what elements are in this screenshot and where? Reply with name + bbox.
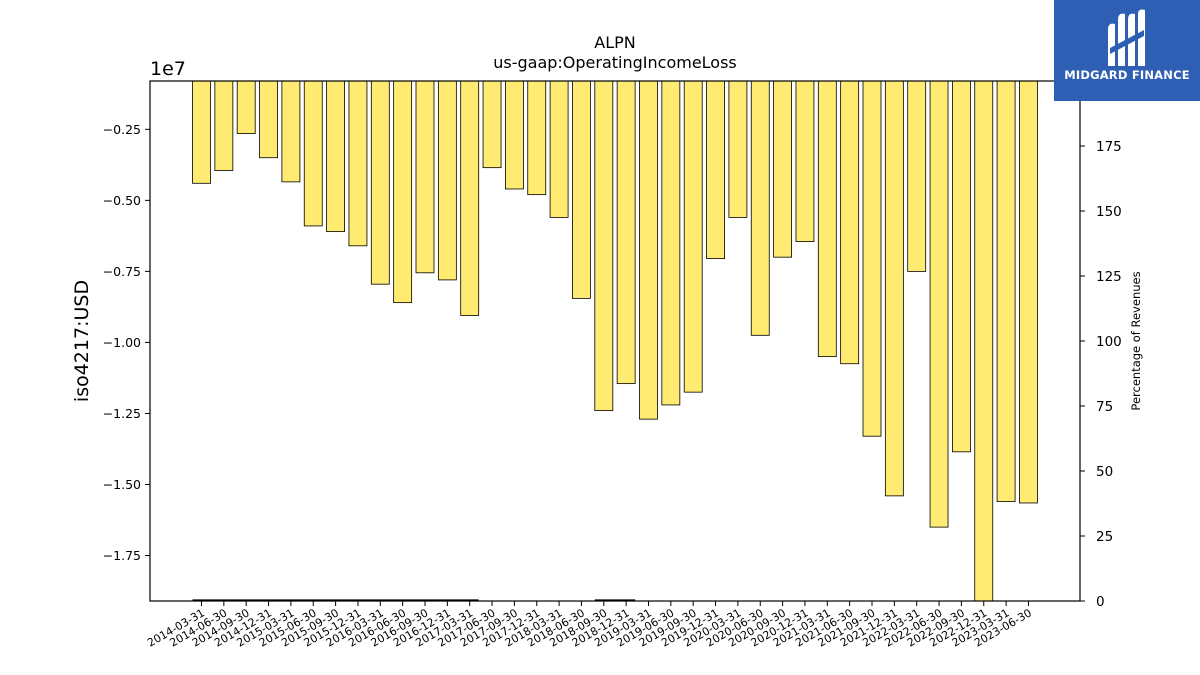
bar bbox=[214, 80, 234, 171]
y2-tick-label: 100 bbox=[1096, 334, 1122, 350]
bar bbox=[415, 80, 435, 274]
bar bbox=[639, 80, 658, 420]
chart-subtitle: us-gaap:OperatingIncomeLoss bbox=[493, 53, 737, 72]
bar bbox=[907, 80, 927, 272]
bar bbox=[795, 80, 815, 242]
y2-tick-label: 0 bbox=[1096, 594, 1105, 610]
bar bbox=[996, 80, 1016, 502]
y2-axis-label: Percentage of Revenues bbox=[1129, 271, 1143, 410]
bar bbox=[504, 80, 524, 190]
x-axis-ticks: 2014-03-312014-06-302014-09-302014-12-31… bbox=[145, 601, 1034, 650]
plot-frame bbox=[149, 80, 1081, 602]
bar bbox=[750, 80, 770, 336]
bar bbox=[527, 80, 547, 196]
bar bbox=[393, 80, 413, 304]
bar bbox=[192, 80, 211, 184]
bar bbox=[259, 80, 278, 159]
bar bbox=[348, 80, 368, 247]
bar bbox=[236, 80, 256, 134]
y-tick-label: −0.75 bbox=[103, 264, 141, 279]
y-tick-label: −0.50 bbox=[103, 193, 141, 208]
bar bbox=[952, 80, 971, 453]
bar bbox=[482, 80, 502, 169]
bar bbox=[862, 80, 882, 437]
y2-axis-ticks: 0 25 50 75 100 125 150 175 bbox=[1080, 139, 1122, 610]
bar bbox=[326, 80, 346, 233]
bar bbox=[572, 80, 591, 299]
y-axis-label: iso4217:USD bbox=[71, 280, 93, 402]
y-tick-label: −1.25 bbox=[103, 406, 141, 421]
y-tick-label: −1.50 bbox=[103, 477, 141, 492]
bar bbox=[437, 80, 457, 281]
y-offset-label: 1e7 bbox=[150, 58, 186, 80]
midgard-finance-logo: MIDGARD FINANCE bbox=[1054, 0, 1200, 101]
bar bbox=[817, 80, 837, 358]
bar bbox=[661, 80, 681, 406]
y2-tick-label: 50 bbox=[1096, 464, 1113, 480]
bar bbox=[706, 80, 725, 259]
bar bbox=[884, 80, 904, 497]
bar bbox=[281, 80, 301, 183]
brand-name: MIDGARD FINANCE bbox=[1064, 68, 1190, 82]
y2-tick-label: 175 bbox=[1096, 139, 1122, 155]
bar bbox=[303, 80, 323, 227]
y-tick-label: −0.25 bbox=[103, 122, 141, 137]
bar bbox=[616, 80, 636, 385]
bar bbox=[840, 80, 860, 365]
y-tick-label: −1.00 bbox=[103, 335, 141, 350]
bar bbox=[974, 80, 994, 602]
bar bbox=[773, 80, 792, 258]
bar bbox=[683, 80, 703, 393]
bar bbox=[929, 80, 949, 528]
bars-group bbox=[192, 80, 1038, 602]
bar bbox=[594, 80, 614, 412]
y2-tick-label: 75 bbox=[1096, 399, 1113, 415]
y-tick-label: −1.75 bbox=[103, 548, 141, 563]
y-axis-ticks: −0.25 −0.50 −0.75 −1.00 −1.25 −1.50 −1.75 bbox=[103, 122, 150, 563]
bar bbox=[1019, 80, 1038, 504]
bar bbox=[728, 80, 748, 218]
y2-tick-label: 25 bbox=[1096, 529, 1113, 545]
chart-title: ALPN bbox=[594, 33, 635, 52]
bar bbox=[370, 80, 390, 285]
bar bbox=[549, 80, 569, 218]
y2-tick-label: 125 bbox=[1096, 269, 1122, 285]
midgard-logo-icon bbox=[1108, 9, 1145, 67]
bar bbox=[460, 80, 480, 316]
y2-tick-label: 150 bbox=[1096, 204, 1122, 220]
